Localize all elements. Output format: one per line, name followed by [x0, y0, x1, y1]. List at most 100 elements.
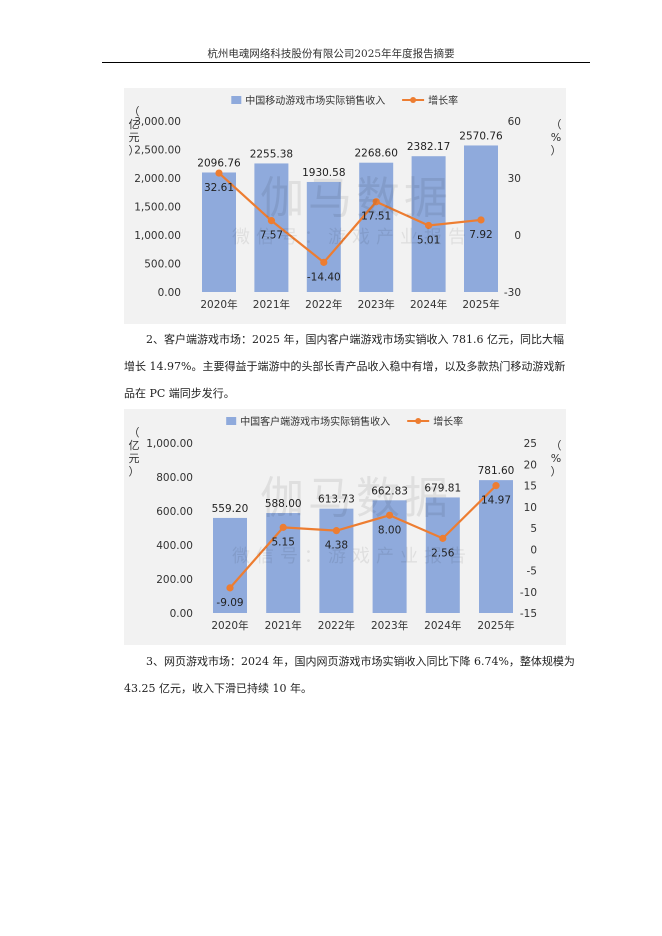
- bar-value-label: 2096.76: [197, 157, 241, 169]
- y-left-unit-char: （: [129, 426, 140, 439]
- growth-point: [215, 169, 223, 177]
- y-right-tick-label: 25: [524, 438, 537, 450]
- y-right-unit-char: （: [551, 118, 562, 131]
- y-right-tick-label: 0: [514, 230, 521, 242]
- growth-value-label: 4.38: [325, 540, 348, 552]
- bar-value-label: 2268.60: [354, 148, 397, 160]
- y-left-unit-char: 亿: [129, 118, 140, 131]
- growth-value-label: 8.00: [378, 524, 401, 536]
- x-tick-label: 2024年: [410, 298, 447, 311]
- growth-line: [218, 172, 482, 264]
- y-left-tick-label: 2,000.00: [134, 173, 181, 185]
- y-left-unit-char: 元: [129, 452, 140, 465]
- y-right-unit-char: ）: [551, 465, 562, 478]
- chart-legend: 中国客户端游戏市场实际销售收入 增长率: [226, 415, 463, 428]
- y-left-tick-label: 3,000.00: [134, 116, 181, 128]
- x-tick-label: 2025年: [477, 619, 514, 632]
- client-game-revenue-chart: 中国客户端游戏市场实际销售收入 增长率（亿元）（%） 0.00 200.00 400.0…: [124, 409, 566, 645]
- bar-value-label: 1930.58: [302, 167, 345, 179]
- header-rule: [102, 62, 590, 63]
- y-left-tick-label: 1,000.00: [146, 438, 193, 450]
- growth-point: [279, 523, 287, 531]
- growth-point: [492, 482, 500, 490]
- legend-line-marker: [415, 418, 422, 424]
- x-tick-label: 2023年: [358, 298, 395, 311]
- paragraph-line: 3、网页游戏市场：2024 年，国内网页游戏市场实销收入同比下降 6.74%，整…: [146, 655, 575, 668]
- y-left-unit-char: 亿: [129, 439, 140, 452]
- watermark-sub: 微信号：游戏产业报告: [232, 227, 472, 248]
- paragraph-line: 品在 PC 端同步发行。: [124, 387, 235, 400]
- growth-point: [226, 584, 234, 592]
- legend-bar-label: 中国客户端游戏市场实际销售收入: [240, 415, 390, 428]
- x-tick-label: 2022年: [305, 298, 342, 311]
- growth-value-label: 7.92: [469, 229, 492, 241]
- bar-value-label: 781.60: [478, 465, 515, 477]
- x-tick-label: 2021年: [265, 619, 302, 632]
- y-left-tick-label: 600.00: [156, 506, 193, 518]
- legend-line-label: 增长率: [433, 415, 463, 428]
- y-left-tick-label: 1,500.00: [134, 202, 181, 214]
- growth-value-label: 2.56: [431, 547, 455, 559]
- y-right-unit-char: %: [551, 131, 561, 144]
- watermark-sub: 微信号：游戏产业报告: [232, 546, 472, 567]
- y-right-tick-label: 10: [524, 502, 537, 514]
- growth-line: [229, 484, 497, 589]
- y-left-unit-char: 元: [129, 131, 140, 144]
- watermark-main: 伽马数据: [260, 473, 452, 524]
- x-tick-label: 2023年: [371, 619, 408, 632]
- y-left-tick-label: 1,000.00: [134, 230, 181, 242]
- y-right-tick-label: 60: [508, 116, 521, 128]
- page-header-title: 杭州电魂网络科技股份有限公司2025年年度报告摘要: [207, 48, 455, 60]
- growth-value-label: 32.61: [204, 182, 234, 194]
- bar: [359, 162, 394, 292]
- bar-value-label: 2255.38: [250, 148, 293, 160]
- growth-value-label: 7.57: [260, 230, 283, 242]
- x-tick-label: 2021年: [253, 298, 290, 311]
- y-right-tick-label: 5: [530, 523, 537, 535]
- y-right-unit-char: %: [551, 452, 561, 465]
- legend-line-marker: [410, 97, 417, 103]
- y-right-unit-char: ）: [551, 144, 562, 157]
- growth-point: [332, 527, 340, 535]
- growth-value-label: 5.01: [417, 234, 440, 246]
- growth-value-label: 17.51: [361, 211, 391, 223]
- bar-value-label: 679.81: [424, 482, 461, 494]
- bar-value-label: 613.73: [318, 494, 355, 506]
- y-left-tick-label: 500.00: [144, 259, 181, 271]
- y-right-tick-label: 0: [530, 544, 537, 556]
- x-tick-label: 2020年: [200, 298, 237, 311]
- y-right-tick-label: -5: [527, 566, 537, 578]
- growth-point: [372, 198, 380, 206]
- growth-point: [477, 216, 485, 224]
- paragraph-line: 2、客户端游戏市场：2025 年，国内客户端游戏市场实销收入 781.6 亿元，…: [146, 333, 564, 346]
- growth-point: [386, 511, 394, 519]
- y-left-tick-label: 0.00: [170, 608, 193, 620]
- mobile-game-revenue-chart: 中国移动游戏市场实际销售收入 增长率（亿元）（%） 0.00 500.00 1,000.…: [124, 88, 566, 324]
- bar: [213, 517, 247, 613]
- web-game-paragraph: 3、网页游戏市场：2024 年，国内网页游戏市场实销收入同比下降 6.74%，整…: [124, 648, 579, 702]
- y-left-tick-label: 0.00: [158, 287, 181, 299]
- client-game-paragraph: 2、客户端游戏市场：2025 年，国内客户端游戏市场实销收入 781.6 亿元，…: [124, 326, 579, 407]
- bar: [479, 480, 513, 613]
- y-right-tick-label: -10: [520, 587, 537, 599]
- bar: [254, 163, 289, 292]
- growth-point: [439, 534, 447, 542]
- growth-point: [267, 217, 275, 225]
- legend-line-label: 增长率: [428, 94, 458, 107]
- growth-value-label: -9.09: [216, 597, 243, 609]
- x-tick-label: 2024年: [424, 619, 461, 632]
- bar: [319, 508, 354, 613]
- y-right-tick-label: -15: [520, 608, 537, 620]
- legend-bar-swatch: [231, 96, 242, 104]
- watermark-main: 伽马数据: [260, 173, 452, 224]
- y-right-unit-char: （: [551, 439, 562, 452]
- chart-legend: 中国移动游戏市场实际销售收入 增长率: [231, 94, 458, 107]
- y-left-tick-label: 2,500.00: [134, 145, 181, 157]
- growth-value-label: 14.97: [481, 495, 511, 507]
- y-left-unit-char: （: [129, 105, 140, 118]
- legend-bar-swatch: [226, 417, 237, 425]
- growth-point: [425, 221, 433, 230]
- y-right-tick-label: 30: [508, 173, 521, 185]
- y-left-unit-char: ）: [129, 465, 140, 478]
- bar-value-label: 588.00: [265, 498, 302, 510]
